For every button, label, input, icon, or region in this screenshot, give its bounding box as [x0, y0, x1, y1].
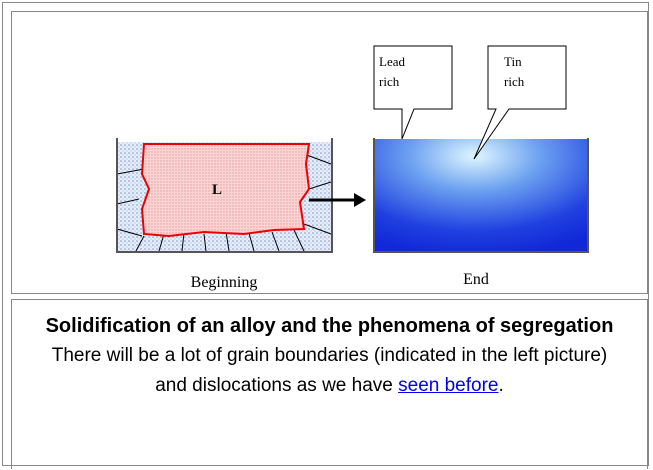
caption-text: and dislocations as we have seen before.	[32, 372, 627, 400]
link[interactable]: seen before	[398, 375, 499, 396]
figure: L Lead rich Tin rich Beginning End	[116, 45, 589, 291]
right-container: Lead rich Tin rich	[373, 45, 589, 253]
left-container: L	[116, 138, 333, 253]
callout-line: rich	[379, 74, 400, 89]
right-caption: End	[463, 271, 489, 288]
callout-line: Tin	[504, 54, 522, 69]
figure-panel: L Lead rich Tin rich Beginning End	[11, 11, 648, 294]
arrow	[309, 193, 366, 207]
callout-line: rich	[504, 74, 525, 89]
caption-title: Solidification of an alloy and the pheno…	[45, 315, 614, 337]
liquid-label: L	[212, 182, 222, 198]
text: .	[498, 375, 504, 396]
callout: Lead rich	[373, 45, 453, 140]
caption-text: There will be a lot of grain boundaries …	[51, 345, 608, 366]
callout: Tin rich	[473, 45, 567, 160]
callout-line: Lead	[379, 54, 405, 69]
caption-panel: Solidification of an alloy and the pheno…	[11, 299, 648, 469]
text: and dislocations as we have	[155, 375, 399, 396]
left-caption: Beginning	[191, 274, 258, 291]
